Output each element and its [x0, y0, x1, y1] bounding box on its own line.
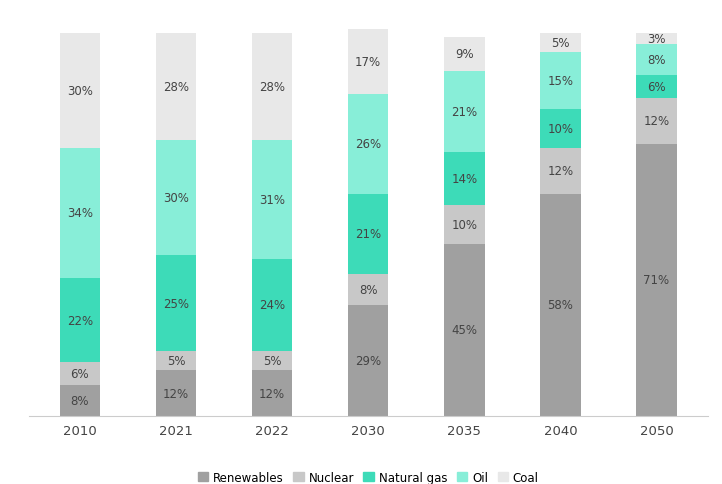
- Bar: [156, 351, 196, 370]
- Bar: [636, 45, 677, 76]
- Bar: [252, 259, 292, 351]
- Bar: [444, 244, 484, 416]
- Text: 5%: 5%: [551, 37, 570, 50]
- Text: 9%: 9%: [455, 48, 474, 61]
- Text: 71%: 71%: [643, 274, 669, 287]
- Bar: [444, 37, 484, 72]
- Bar: [252, 141, 292, 259]
- Bar: [60, 149, 100, 278]
- Text: 30%: 30%: [67, 85, 93, 97]
- Bar: [348, 30, 388, 95]
- Text: 12%: 12%: [547, 165, 573, 178]
- Text: 21%: 21%: [355, 228, 381, 241]
- Bar: [540, 195, 580, 416]
- Bar: [156, 256, 196, 351]
- Text: 30%: 30%: [163, 192, 189, 205]
- Text: 3%: 3%: [648, 33, 666, 46]
- Text: 15%: 15%: [547, 75, 573, 88]
- Text: 10%: 10%: [547, 123, 573, 136]
- Text: 17%: 17%: [355, 56, 381, 69]
- Bar: [540, 110, 580, 149]
- Bar: [348, 275, 388, 305]
- Bar: [636, 99, 677, 145]
- Bar: [444, 206, 484, 244]
- Bar: [636, 34, 677, 45]
- Text: 8%: 8%: [359, 284, 378, 297]
- Bar: [348, 305, 388, 416]
- Text: 12%: 12%: [259, 387, 285, 400]
- Text: 6%: 6%: [647, 81, 666, 94]
- Bar: [636, 76, 677, 99]
- Text: 21%: 21%: [451, 106, 477, 119]
- Text: 12%: 12%: [163, 387, 189, 400]
- Bar: [348, 95, 388, 195]
- Bar: [156, 34, 196, 141]
- Text: 5%: 5%: [263, 354, 282, 367]
- Text: 14%: 14%: [451, 173, 477, 185]
- Bar: [252, 370, 292, 416]
- Bar: [444, 152, 484, 206]
- Text: 6%: 6%: [71, 368, 90, 380]
- Text: 8%: 8%: [71, 394, 89, 408]
- Text: 10%: 10%: [451, 218, 477, 231]
- Bar: [636, 145, 677, 416]
- Bar: [60, 386, 100, 416]
- Text: 12%: 12%: [643, 115, 669, 128]
- Bar: [252, 351, 292, 370]
- Text: 29%: 29%: [355, 354, 381, 367]
- Text: 5%: 5%: [167, 354, 186, 367]
- Bar: [540, 34, 580, 53]
- Text: 8%: 8%: [648, 54, 666, 67]
- Text: 45%: 45%: [451, 324, 477, 337]
- Bar: [156, 370, 196, 416]
- Bar: [444, 72, 484, 152]
- Bar: [540, 53, 580, 110]
- Text: 31%: 31%: [259, 194, 285, 207]
- Bar: [540, 149, 580, 195]
- Text: 22%: 22%: [67, 314, 93, 327]
- Bar: [60, 34, 100, 149]
- Bar: [60, 278, 100, 363]
- Legend: Renewables, Nuclear, Natural gas, Oil, Coal: Renewables, Nuclear, Natural gas, Oil, C…: [193, 466, 544, 484]
- Text: 24%: 24%: [259, 299, 285, 312]
- Text: 28%: 28%: [163, 81, 189, 94]
- Bar: [156, 141, 196, 256]
- Text: 28%: 28%: [259, 81, 285, 94]
- Text: 34%: 34%: [67, 207, 93, 220]
- Bar: [348, 195, 388, 275]
- Text: 58%: 58%: [547, 299, 573, 312]
- Text: 26%: 26%: [355, 138, 381, 151]
- Bar: [60, 363, 100, 386]
- Bar: [252, 34, 292, 141]
- Text: 25%: 25%: [163, 297, 189, 310]
